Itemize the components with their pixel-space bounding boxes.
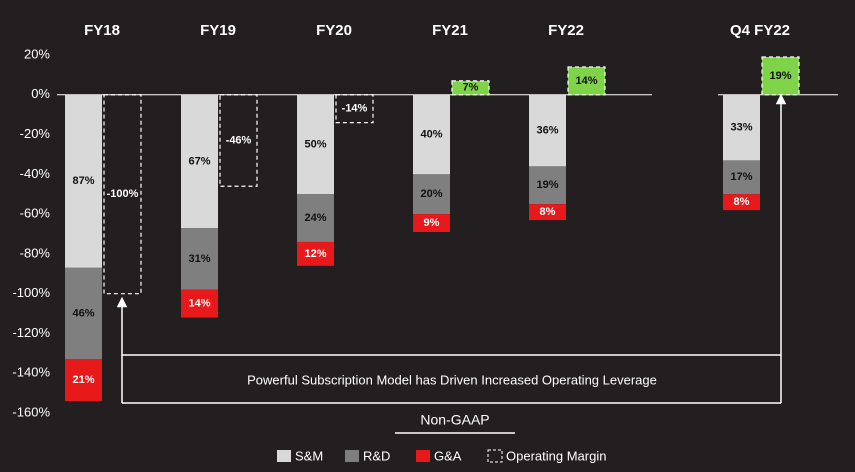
- category-header: FY18: [84, 22, 120, 39]
- value-label: -46%: [226, 134, 252, 146]
- value-label: 21%: [72, 374, 94, 386]
- legend-label: Operating Margin: [506, 448, 606, 463]
- legend-label: S&M: [295, 448, 323, 463]
- bar-segment: [65, 94, 102, 268]
- operating-margin-bar: [567, 66, 606, 96]
- y-tick-label: -160%: [12, 404, 50, 419]
- value-label: 33%: [730, 122, 752, 134]
- operating-margin-bar: [761, 56, 800, 96]
- bar-segment: [181, 289, 218, 318]
- bar-segment: [723, 194, 760, 211]
- y-tick-label: -60%: [20, 206, 51, 221]
- annotation: Non-GAAP: [420, 412, 489, 428]
- value-label: 20%: [420, 188, 442, 200]
- value-label: 67%: [188, 155, 210, 167]
- value-label: 8%: [734, 196, 750, 208]
- value-label: 40%: [420, 128, 442, 140]
- value-label: 8%: [540, 206, 556, 218]
- value-label: 24%: [304, 212, 326, 224]
- bar-segment: [297, 194, 334, 242]
- y-tick-label: -80%: [20, 245, 51, 260]
- y-tick-label: -100%: [12, 285, 50, 300]
- legend-swatch: [277, 450, 291, 462]
- annotation: Powerful Subscription Model has Driven I…: [247, 372, 657, 387]
- bar-segment: [65, 267, 102, 360]
- legend-swatch: [416, 450, 430, 462]
- category-header: FY22: [548, 22, 584, 39]
- bar-segment: [413, 94, 450, 175]
- category-header: FY19: [200, 22, 236, 39]
- bar-segment: [529, 204, 566, 221]
- value-label: 14%: [575, 75, 597, 87]
- y-tick-label: -40%: [20, 166, 51, 181]
- category-header: FY20: [316, 22, 352, 39]
- bar-segment: [413, 214, 450, 233]
- bar-segment: [529, 94, 566, 167]
- legend-swatch: [345, 450, 359, 462]
- legend-label: G&A: [434, 448, 462, 463]
- operating-margin-bar: [219, 94, 258, 187]
- value-label: 46%: [72, 307, 94, 319]
- operating-margin-bar: [103, 94, 142, 295]
- bar-segment: [723, 94, 760, 161]
- bar-segment: [723, 160, 760, 195]
- y-tick-label: -20%: [20, 126, 51, 141]
- value-label: 17%: [730, 171, 752, 183]
- value-label: 7%: [463, 82, 479, 94]
- value-label: 12%: [304, 248, 326, 260]
- legend-label: R&D: [363, 448, 390, 463]
- value-label: 19%: [536, 179, 558, 191]
- bar-segment: [181, 94, 218, 229]
- legend-swatch: [487, 449, 503, 463]
- bar-segment: [413, 174, 450, 215]
- value-label: 31%: [188, 253, 210, 265]
- bar-segment: [181, 228, 218, 290]
- bar-segment: [65, 359, 102, 402]
- y-tick-label: -120%: [12, 325, 50, 340]
- bar-segment: [529, 166, 566, 205]
- value-label: -14%: [342, 103, 368, 115]
- category-header: FY21: [432, 22, 468, 39]
- operating-margin-bar: [451, 80, 490, 96]
- value-label: 19%: [769, 70, 791, 82]
- y-tick-label: -140%: [12, 365, 50, 380]
- y-tick-label: 20%: [24, 46, 50, 61]
- value-label: 36%: [536, 124, 558, 136]
- bracket: [116, 93, 787, 434]
- bar-segment: [297, 241, 334, 266]
- value-label: 50%: [304, 138, 326, 150]
- value-label: 9%: [424, 217, 440, 229]
- value-label: -100%: [107, 188, 139, 200]
- bar-segment: [297, 94, 334, 195]
- y-tick-label: 0%: [31, 86, 50, 101]
- operating-margin-bar: [335, 94, 374, 124]
- value-label: 87%: [72, 175, 94, 187]
- value-label: 14%: [188, 298, 210, 310]
- category-header: Q4 FY22: [730, 22, 790, 39]
